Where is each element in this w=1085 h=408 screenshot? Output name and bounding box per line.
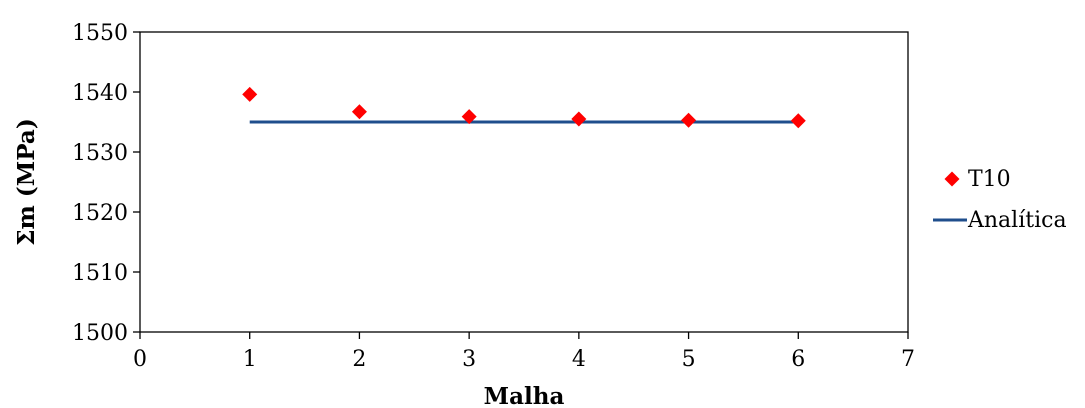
legend: T10 Analítica bbox=[933, 167, 1067, 233]
legend-label-t10: T10 bbox=[968, 167, 1011, 192]
y-tick-label: 1520 bbox=[72, 201, 128, 226]
x-tick-label: 1 bbox=[243, 347, 257, 372]
legend-label-analitica: Analítica bbox=[967, 208, 1067, 233]
x-axis-title: Malha bbox=[484, 383, 565, 408]
x-tick-label: 2 bbox=[352, 347, 366, 372]
data-point-t10 bbox=[461, 109, 477, 125]
data-point-t10 bbox=[790, 113, 806, 129]
y-axis-ticks: 1500 1510 1520 1530 1540 1550 bbox=[72, 21, 140, 346]
legend-marker-t10 bbox=[944, 171, 960, 187]
y-tick-label: 1510 bbox=[72, 261, 128, 286]
x-tick-label: 5 bbox=[682, 347, 696, 372]
y-axis-title: Σm (MPa) bbox=[13, 118, 40, 245]
x-tick-label: 3 bbox=[462, 347, 476, 372]
plot-area bbox=[139, 31, 909, 333]
x-axis-ticks: 0 1 2 3 4 5 6 7 bbox=[133, 332, 915, 372]
x-tick-label: 7 bbox=[901, 347, 915, 372]
series-layer bbox=[242, 86, 806, 129]
data-point-t10 bbox=[571, 111, 587, 127]
x-tick-label: 0 bbox=[133, 347, 147, 372]
data-point-t10 bbox=[351, 104, 367, 120]
y-tick-label: 1500 bbox=[72, 321, 128, 346]
y-tick-label: 1530 bbox=[72, 141, 128, 166]
data-point-t10 bbox=[242, 86, 258, 102]
y-tick-label: 1540 bbox=[72, 81, 128, 106]
data-point-t10 bbox=[681, 112, 697, 128]
y-tick-label: 1550 bbox=[72, 21, 128, 46]
x-tick-label: 6 bbox=[791, 347, 805, 372]
x-tick-label: 4 bbox=[572, 347, 586, 372]
